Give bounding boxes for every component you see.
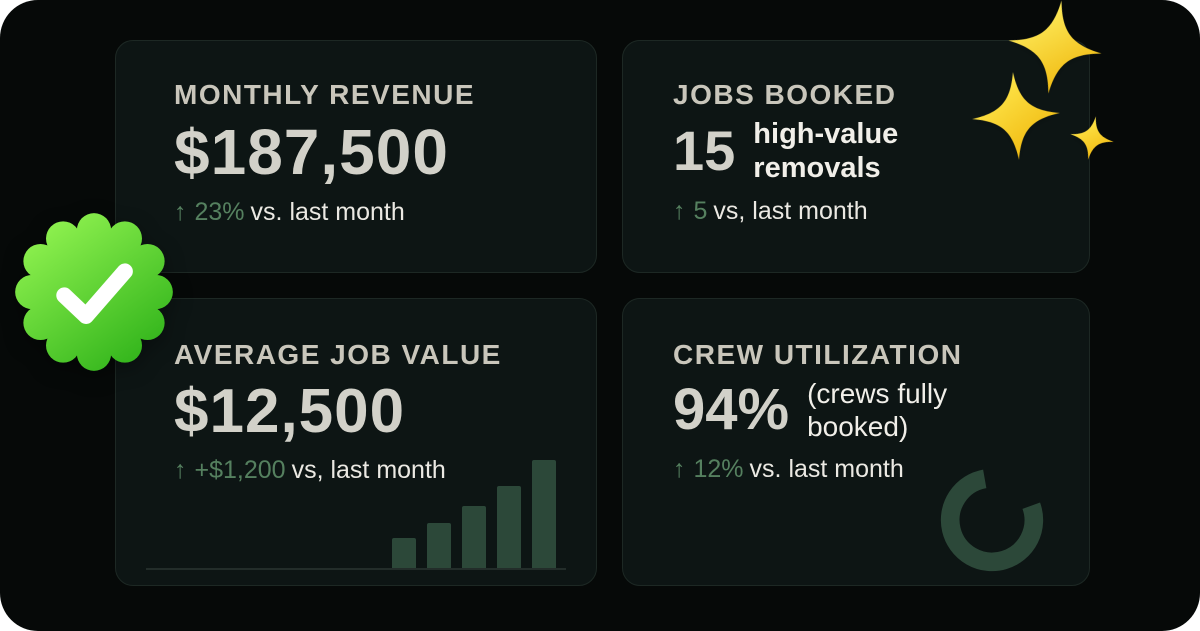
monthly-revenue-delta-row: ↑ 23% vs. last month	[174, 198, 538, 227]
sparkle-icon-large	[1002, 0, 1108, 100]
jobs-booked-delta-row: ↑ 5 vs, last month	[673, 197, 1039, 226]
delta-suffix: vs, last month	[291, 456, 446, 485]
bar	[532, 460, 556, 568]
jobs-booked-value-label: high-value removals	[753, 118, 899, 185]
verified-check-badge-icon	[14, 212, 174, 372]
delta-suffix: vs. last month	[749, 455, 904, 484]
delta-value: 23%	[194, 198, 245, 227]
up-arrow-icon: ↑	[673, 455, 686, 484]
jobs-booked-value: 15	[673, 119, 736, 183]
average-job-value-value: $12,500	[174, 377, 406, 446]
card-average-job-value: AVERAGE JOB VALUE $12,500 ↑ +$1,200 vs, la…	[115, 298, 597, 586]
delta-value: 12%	[693, 455, 744, 484]
crew-utilization-value-row: 94% (crews fully booked)	[673, 377, 1039, 443]
mini-bar-chart	[392, 460, 556, 568]
card-title-monthly-revenue: MONTHLY REVENUE	[174, 79, 475, 110]
crew-utilization-value-label: (crews fully booked)	[807, 378, 948, 443]
jobs-booked-value-row: 15 high-value removals	[673, 117, 1039, 185]
chart-baseline	[146, 568, 566, 570]
bar	[462, 506, 486, 568]
sparkle-icon-small	[1067, 113, 1118, 164]
card-title-crew-utilization: CREW UTILIZATION	[673, 339, 963, 370]
bar	[497, 486, 521, 568]
bar	[392, 538, 416, 568]
delta-value: +$1,200	[194, 456, 286, 485]
card-monthly-revenue: MONTHLY REVENUE $187,500 ↑ 23% vs. last mo…	[115, 40, 597, 273]
card-title-average-job-value: AVERAGE JOB VALUE	[174, 339, 502, 370]
up-arrow-icon: ↑	[174, 456, 187, 485]
monthly-revenue-value: $187,500	[174, 116, 449, 188]
up-arrow-icon: ↑	[673, 197, 686, 226]
card-title-jobs-booked: JOBS BOOKED	[673, 79, 897, 110]
delta-suffix: vs. last month	[250, 198, 405, 227]
card-crew-utilization: CREW UTILIZATION 94% (crews fully booked…	[622, 298, 1090, 586]
up-arrow-icon: ↑	[174, 198, 187, 227]
average-job-value-delta-row: ↑ +$1,200 vs, last month	[174, 456, 538, 485]
crew-utilization-delta-row: ↑ 12% vs. last month	[673, 455, 1039, 484]
crew-utilization-value: 94%	[673, 377, 790, 443]
sparkle-icon-medium	[969, 69, 1063, 163]
bar	[427, 523, 451, 568]
donut-ring-icon	[940, 469, 1044, 572]
card-jobs-booked: JOBS BOOKED 15 high-value removals ↑ 5 vs,…	[622, 40, 1090, 273]
delta-suffix: vs, last month	[713, 197, 868, 226]
utilization-ring-chart	[937, 465, 1047, 575]
delta-value: 5	[693, 197, 708, 226]
